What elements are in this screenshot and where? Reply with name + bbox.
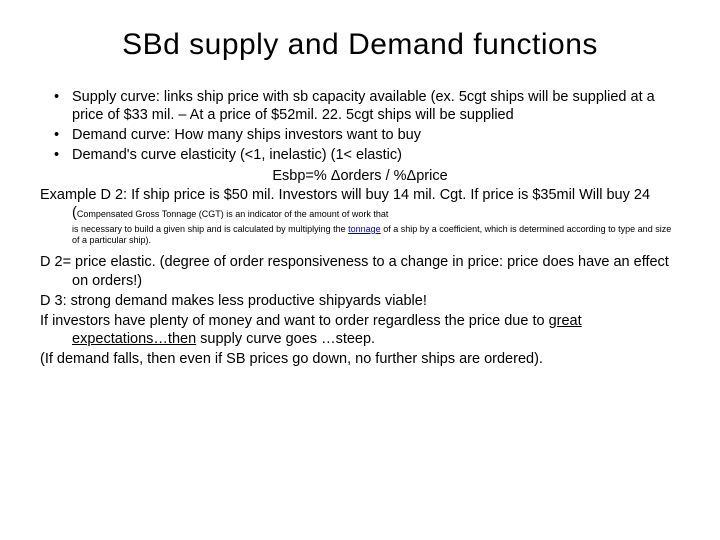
bullet-supply-curve: Supply curve: links ship price with sb c… [40,88,680,124]
slide-title: SBd supply and Demand functions [40,28,680,62]
bullet-demand-curve: Demand curve: How many ships investors w… [40,126,680,144]
d3-line: D 3: strong demand makes less productive… [40,292,680,310]
investors-b: supply curve goes …steep. [196,331,375,347]
formula-line: Esbp=% Δorders / %Δprice [40,167,680,185]
d2-line: D 2= price elastic. (degree of order res… [40,253,680,289]
demand-falls-line: (If demand falls, then even if SB prices… [40,350,680,368]
investors-a: If investors have plenty of money and wa… [40,313,549,329]
cgt-note-part1: Compensated Gross Tonnage (CGT) is an in… [77,209,389,219]
cgt-note-part2: is necessary to build a given ship and i… [72,224,348,234]
bullet-elasticity: Demand's curve elasticity (<1, inelastic… [40,146,680,164]
slide-body: Supply curve: links ship price with sb c… [40,88,680,368]
example-d2: Example D 2: If ship price is $50 mil. I… [40,186,680,222]
cgt-note-continued: is necessary to build a given ship and i… [40,224,680,246]
tonnage-link[interactable]: tonnage [348,224,381,234]
investors-line: If investors have plenty of money and wa… [40,312,680,348]
bullet-list: Supply curve: links ship price with sb c… [40,88,680,165]
